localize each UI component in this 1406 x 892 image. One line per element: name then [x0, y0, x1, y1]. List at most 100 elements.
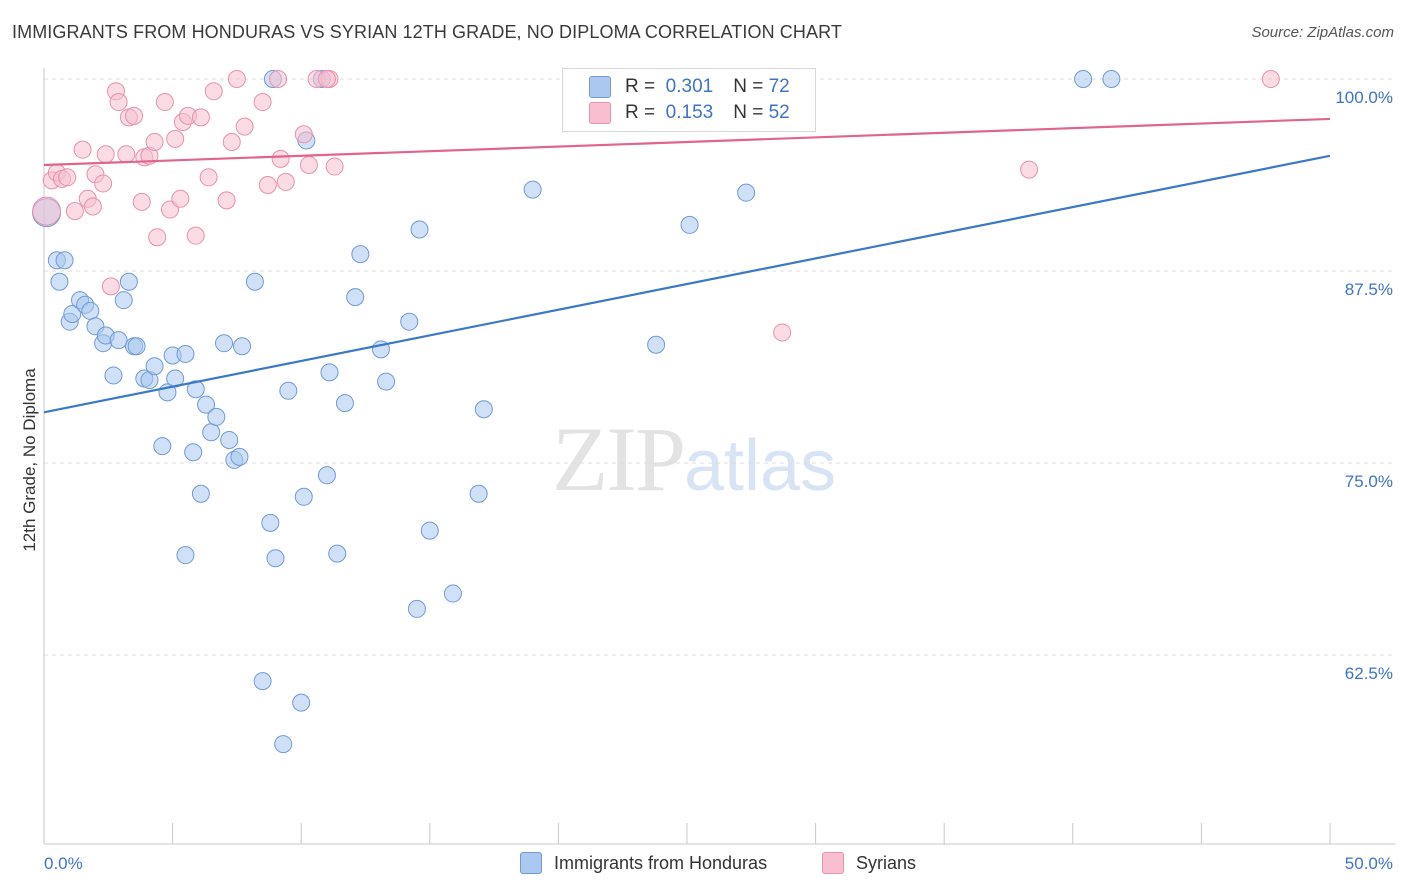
honduras-point: [230, 447, 249, 466]
legend-r-value: 0.301: [665, 76, 714, 97]
honduras-point: [63, 305, 82, 324]
honduras-point: [1102, 70, 1121, 88]
honduras-point: [294, 487, 313, 506]
watermark-atlas: atlas: [684, 426, 837, 506]
honduras-point: [400, 312, 419, 331]
honduras-point: [320, 363, 339, 382]
syrians-point: [271, 149, 290, 168]
honduras-trendline: [43, 154, 1331, 414]
honduras-point: [266, 549, 285, 568]
syrians-point: [235, 117, 254, 136]
honduras-point: [407, 599, 426, 618]
honduras-point: [346, 288, 365, 307]
legend-item-syrians: Syrians: [822, 852, 916, 874]
legend-r-value: 0.153: [665, 102, 714, 123]
syrians-point: [299, 156, 318, 175]
syrians-point: [222, 132, 241, 151]
honduras-point: [647, 335, 666, 354]
honduras-point: [261, 513, 280, 532]
syrians-point: [217, 191, 236, 210]
syrians-point: [101, 277, 120, 296]
syrians-point: [204, 82, 223, 101]
honduras-point: [55, 251, 74, 270]
syrians-point: [1261, 70, 1280, 88]
honduras-point: [317, 466, 336, 485]
honduras-point: [328, 544, 347, 563]
honduras-point: [469, 484, 488, 503]
legend-n-label: N =: [733, 102, 764, 123]
honduras-point: [410, 220, 429, 239]
syrians-point: [32, 196, 62, 226]
syrians-point: [269, 70, 288, 88]
syrians-point: [317, 70, 336, 88]
honduras-point: [184, 443, 203, 462]
syrians-trendline: [43, 117, 1331, 167]
syrians-point: [227, 70, 246, 88]
watermark-zip: ZIP: [552, 408, 686, 510]
syrians-point: [58, 168, 77, 187]
honduras-point: [197, 395, 216, 414]
honduras-point: [176, 546, 195, 565]
honduras-point: [191, 484, 210, 503]
honduras-point: [215, 334, 234, 353]
series-legend: Immigrants from Honduras Syrians: [0, 852, 1406, 878]
honduras-point: [474, 400, 493, 419]
honduras-point: [737, 183, 756, 202]
syrians-point: [109, 93, 128, 112]
honduras-point: [443, 584, 462, 603]
honduras-point: [109, 331, 128, 350]
y-tick-label: 62.5%: [1345, 664, 1393, 683]
source-credit: Source: ZipAtlas.com: [1251, 24, 1394, 41]
honduras-point: [81, 301, 100, 320]
syrians-point: [171, 189, 190, 208]
honduras-point: [253, 672, 272, 691]
honduras-point: [420, 521, 439, 540]
honduras-point: [207, 407, 226, 426]
watermark: ZIPatlas: [552, 406, 836, 512]
legend-n-value: 72: [768, 76, 790, 97]
x-tick-label: 0.0%: [44, 854, 83, 873]
honduras-point: [680, 215, 699, 234]
honduras-point: [523, 180, 542, 199]
legend-swatch-syrians: [822, 852, 844, 874]
correlation-legend: R = 0.301 N = 72 R = 0.153 N = 52: [562, 68, 816, 132]
honduras-point: [377, 372, 396, 391]
syrians-point: [1020, 160, 1039, 179]
syrians-point: [186, 226, 205, 245]
syrians-point: [276, 172, 295, 191]
syrians-point: [325, 157, 344, 176]
legend-swatch-syrians: [589, 102, 611, 124]
syrians-point: [73, 140, 92, 159]
legend-n-label: N =: [733, 76, 764, 97]
syrians-point: [125, 106, 144, 125]
syrians-point: [166, 129, 185, 148]
syrians-point: [258, 175, 277, 194]
legend-row-syrians: R = 0.153 N = 52: [589, 101, 790, 125]
legend-r-label: R =: [625, 76, 656, 97]
syrians-point: [148, 228, 167, 247]
syrians-point: [191, 108, 210, 127]
honduras-point: [153, 437, 172, 456]
honduras-point: [279, 381, 298, 400]
syrians-point: [96, 145, 115, 164]
y-tick-label: 100.0%: [1335, 88, 1393, 107]
syrians-point: [155, 93, 174, 112]
legend-label-honduras: Immigrants from Honduras: [554, 852, 768, 873]
honduras-point: [233, 337, 252, 356]
honduras-point: [1074, 70, 1093, 88]
legend-label-syrians: Syrians: [856, 852, 917, 873]
honduras-point: [335, 394, 354, 413]
legend-item-honduras: Immigrants from Honduras: [520, 852, 767, 874]
syrians-point: [294, 125, 313, 144]
honduras-point: [292, 693, 311, 712]
honduras-point: [245, 272, 264, 291]
legend-swatch-honduras: [589, 76, 611, 98]
honduras-point: [114, 291, 133, 310]
honduras-point: [202, 423, 221, 442]
x-tick-label: 50.0%: [1345, 854, 1393, 873]
legend-r-label: R =: [625, 102, 656, 123]
honduras-point: [176, 344, 195, 363]
legend-swatch-honduras: [520, 852, 542, 874]
syrians-point: [145, 132, 164, 151]
